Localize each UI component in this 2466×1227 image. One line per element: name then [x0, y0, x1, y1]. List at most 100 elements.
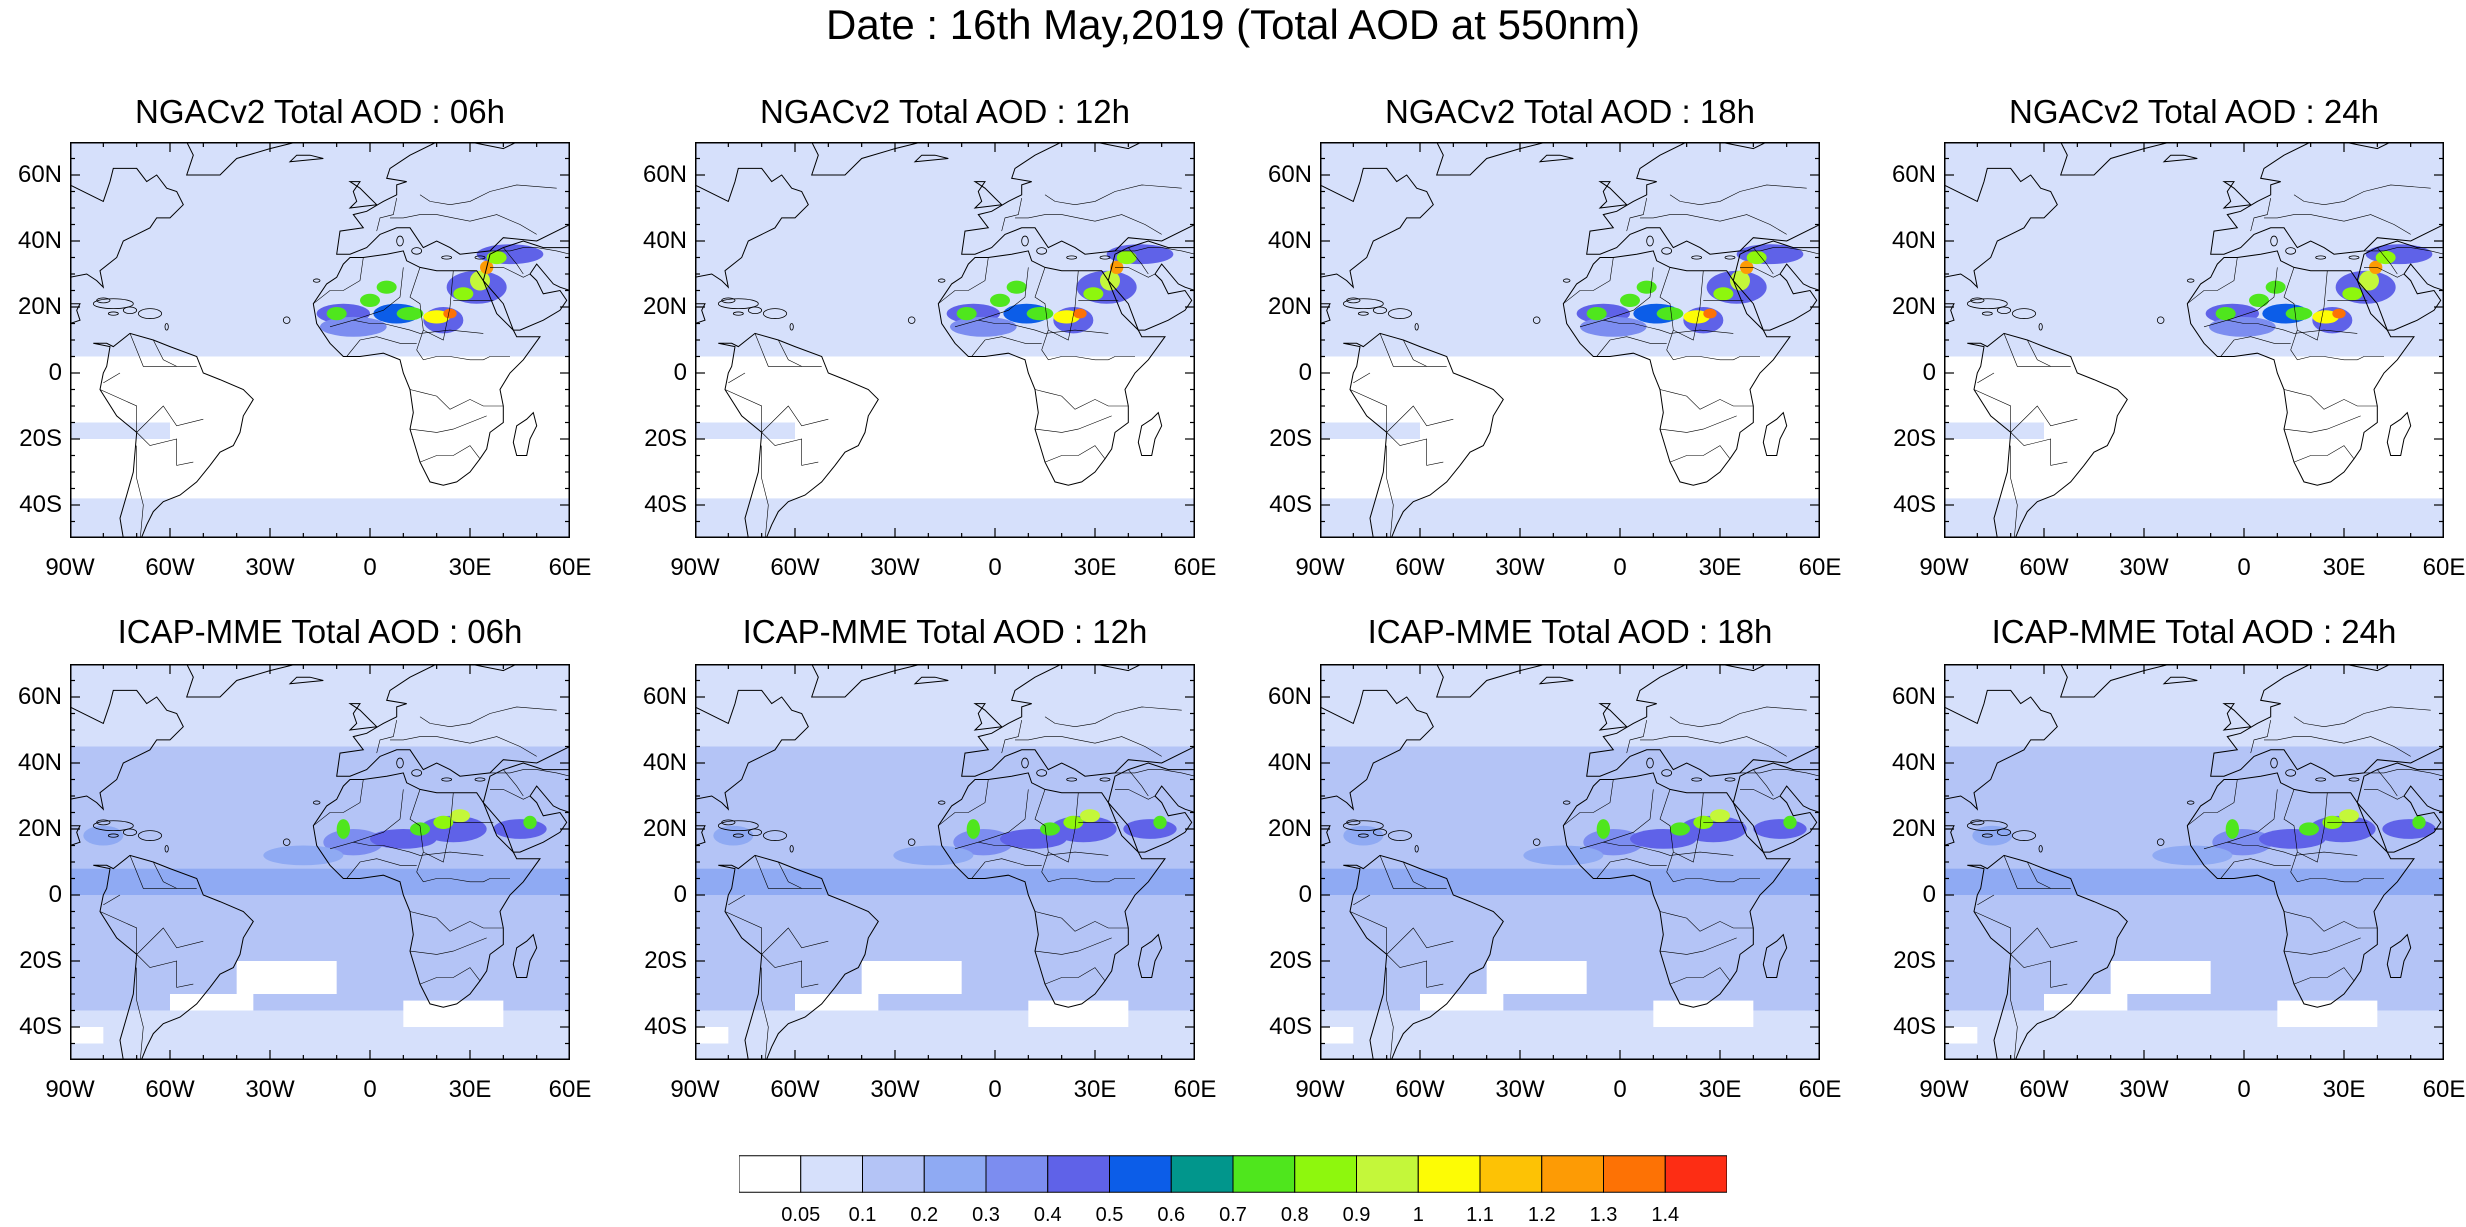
aod-plume [1343, 825, 1384, 846]
island-outline [1724, 777, 1736, 782]
aod-plume [326, 307, 347, 321]
coastline [1598, 181, 1628, 209]
country-border [1034, 911, 1129, 932]
country-border [1379, 333, 1447, 367]
coastline [2060, 142, 2171, 176]
country-border [1044, 706, 1182, 728]
aod-plume [1620, 293, 1640, 307]
island-outline [789, 323, 794, 331]
country-border [103, 894, 121, 906]
coastline [2222, 181, 2252, 209]
lon-tick-label: 60W [2019, 1076, 2069, 1103]
country-border [778, 339, 802, 367]
coastline [1586, 142, 1820, 255]
lat-tick-label: 40S [1269, 1013, 1312, 1040]
country-border [1659, 937, 1737, 955]
map-canvas [70, 664, 570, 1060]
coastline [1944, 664, 2058, 847]
country-border [390, 736, 537, 757]
aod-map-panel [695, 664, 1195, 1060]
colorbar-swatch [1417, 1155, 1481, 1193]
coastline [1562, 250, 1791, 486]
colorbar-level-label: 0.5 [1095, 1204, 1124, 1226]
map-canvas [1944, 142, 2444, 538]
country-border [1403, 861, 1427, 889]
aod-plume [2215, 307, 2236, 321]
aod-band [1944, 241, 2144, 357]
aod-plume [376, 280, 397, 294]
island-outline [1970, 297, 1985, 304]
aod-field [695, 664, 1195, 1060]
aod-plume [1123, 819, 1177, 839]
coastline [1732, 240, 1820, 331]
coastline [93, 854, 254, 1060]
coastline [1762, 933, 1788, 978]
lat-tick-label: 20S [1893, 947, 1936, 974]
aod-band [1944, 664, 2444, 747]
lat-tick-label: 60N [1891, 161, 1936, 188]
aod-plume [336, 819, 351, 839]
country-border [2227, 789, 2278, 843]
aod-band [70, 241, 270, 357]
coastline [1320, 664, 1434, 847]
country-border [1977, 894, 1995, 906]
country-border [346, 336, 417, 357]
colorbar-swatch [985, 1155, 1049, 1193]
country-border [1403, 339, 1427, 367]
country-border [1740, 789, 1781, 800]
island-outline [107, 311, 119, 316]
aod-plume [453, 287, 474, 301]
country-border [416, 852, 510, 883]
lon-tick-label: 60W [1395, 554, 1445, 581]
island-outline [2156, 838, 2165, 846]
country-border [1001, 720, 1022, 754]
lon-tick-label: 90W [670, 1076, 720, 1103]
coastline [1436, 664, 1547, 698]
lon-tick-label: 30E [2322, 554, 2366, 581]
coastline [2162, 676, 2198, 685]
colorbar-level-label: 0.8 [1280, 1204, 1309, 1226]
colorbar-canvas [738, 1155, 1728, 1193]
country-border [2027, 339, 2051, 367]
country-border [2293, 184, 2431, 206]
aod-plume [966, 819, 980, 839]
lon-tick-label: 60E [2422, 1076, 2466, 1103]
lon-tick-label: 60E [1173, 554, 1217, 581]
aod-band [1320, 868, 1820, 895]
coastline [1732, 762, 1820, 853]
coastline [336, 664, 570, 777]
island-outline [1099, 255, 1111, 260]
island-outline [1981, 311, 1993, 316]
island-outline [411, 769, 423, 777]
lon-tick-label: 30W [1495, 554, 1545, 581]
country-border [761, 967, 769, 1060]
map-canvas [1320, 664, 1820, 1060]
lon-tick-label: 0 [988, 554, 1002, 581]
aod-band [70, 868, 570, 895]
country-border [1015, 736, 1162, 757]
country-border [1349, 911, 1387, 955]
country-border [1596, 336, 1667, 357]
country-border [419, 967, 481, 985]
aod-plume [493, 819, 547, 839]
aod-plume [1053, 310, 1080, 324]
coastline [973, 703, 1003, 731]
aod-band [695, 241, 895, 357]
coastline [2210, 664, 2444, 777]
aod-band [70, 664, 570, 747]
country-border [2003, 855, 2071, 889]
coastline [695, 142, 809, 325]
island-outline [1562, 278, 1571, 283]
country-border [2293, 706, 2431, 728]
lon-tick-label: 30E [1698, 554, 1742, 581]
lon-tick-label: 30E [2322, 1076, 2366, 1103]
island-outline [1357, 311, 1369, 316]
island-outline [1387, 830, 1413, 841]
aod-plume [1713, 287, 1734, 301]
coastline [348, 181, 378, 209]
island-outline [789, 845, 794, 853]
lat-tick-label: 40S [19, 491, 62, 518]
country-border [2264, 736, 2411, 757]
aod-plume [1063, 815, 1084, 829]
colorbar-swatch [1541, 1155, 1604, 1193]
